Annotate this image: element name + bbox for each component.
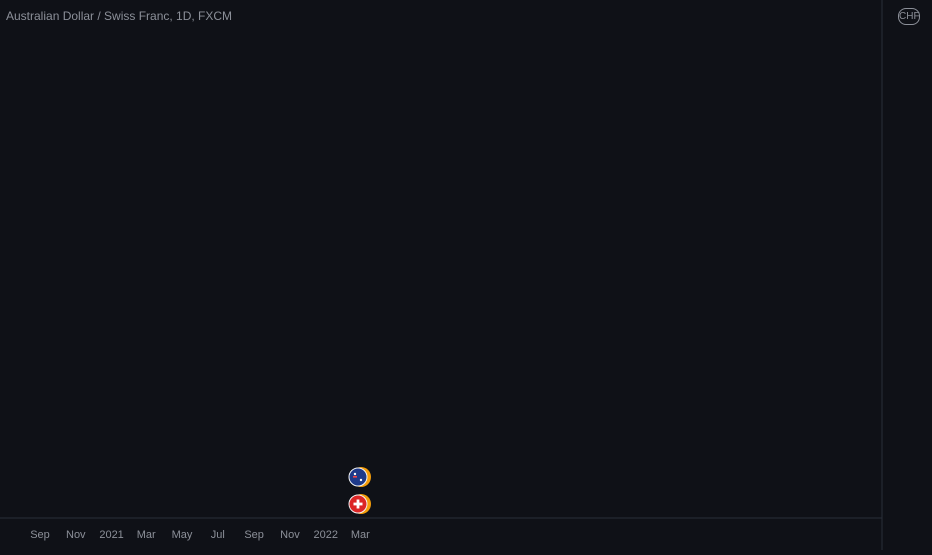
flag-star: [359, 478, 363, 482]
x-tick-label: Jul: [211, 529, 225, 541]
flag-star: [353, 472, 357, 476]
australia-flag-icon[interactable]: [348, 467, 368, 487]
flag-cross: [352, 476, 357, 478]
x-tick-label: Sep: [244, 529, 264, 541]
x-tick-label: Sep: [30, 529, 50, 541]
x-tick-label: May: [172, 529, 193, 541]
symbol-title[interactable]: Australian Dollar / Swiss Franc, 1D, FXC…: [6, 9, 233, 23]
x-tick-label: Nov: [66, 529, 86, 541]
x-tick-label: Mar: [137, 529, 156, 541]
currency-badge[interactable]: CHF: [898, 8, 920, 25]
x-tick-label: Nov: [280, 529, 300, 541]
x-tick-label: 2021: [99, 529, 123, 541]
x-tick-label: Mar: [351, 529, 370, 541]
flag-cross: [353, 502, 363, 506]
x-tick-label: 2022: [313, 529, 337, 541]
